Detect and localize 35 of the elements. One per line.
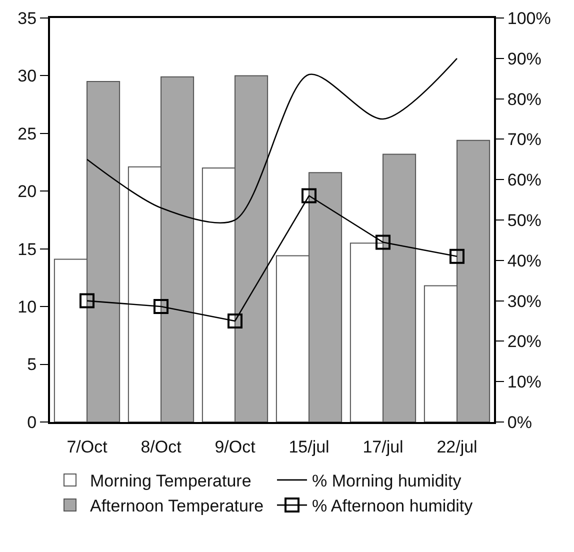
point <box>228 314 242 328</box>
x-tick-label: 8/Oct <box>140 437 182 456</box>
y2-tick-label: 60% <box>507 170 542 190</box>
y2-tick-label: 90% <box>507 49 542 68</box>
y-tick-label: 15 <box>18 240 37 259</box>
y-tick-label: 10 <box>18 298 37 317</box>
y2-tick-label: 0% <box>507 412 532 432</box>
y2-tick-label: 50% <box>507 210 542 230</box>
x-tick-label: 15/jul <box>288 437 330 456</box>
legend-label: % Afternoon humidity <box>312 496 474 516</box>
x-tick-label: 22/jul <box>436 437 478 456</box>
y-tick-label: 5 <box>27 355 37 374</box>
x-tick-label: 7/Oct <box>66 437 108 456</box>
y-tick-label: 25 <box>18 124 37 144</box>
point <box>450 248 464 264</box>
point <box>80 293 94 308</box>
legend-label: % Morning humidity <box>312 472 462 491</box>
y-tick-label: 30 <box>18 66 37 86</box>
x-tick-label: 17/jul <box>362 437 404 456</box>
y2-tick-label: 20% <box>507 332 542 352</box>
x-tick-label: 9/Oct <box>214 437 256 456</box>
y2-tick-label: 10% <box>507 372 542 392</box>
y2-tick-label: 40% <box>507 251 542 270</box>
y-tick-label: 20 <box>18 182 37 202</box>
point <box>376 234 390 250</box>
point <box>154 298 168 314</box>
point <box>302 188 316 204</box>
y-tick-label: 35 <box>18 8 37 28</box>
y2-tick-label: 30% <box>507 292 542 311</box>
y2-tick-label: 100% <box>507 8 551 28</box>
y2-tick-label: 70% <box>507 130 542 150</box>
legend-label: Morning Temperature <box>90 472 252 491</box>
y-tick-label: 0 <box>27 412 37 432</box>
y2-tick-label: 80% <box>507 90 542 109</box>
legend-label: Afternoon Temperature <box>90 496 264 516</box>
